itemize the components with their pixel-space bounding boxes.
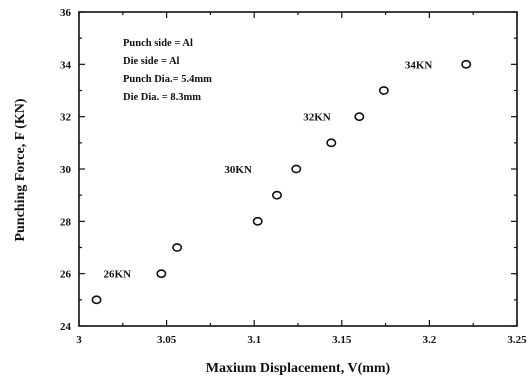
data-point xyxy=(378,86,389,95)
y-tick-label: 34 xyxy=(60,59,72,71)
x-tick-label: 3.1 xyxy=(247,334,261,346)
info-line-die-dia: Die Dia. = 8.3mm xyxy=(123,92,201,103)
tick-labels: 3 3.05 3.1 3.15 3.2 3.25 24 26 28 30 32 34 36 xyxy=(60,7,527,346)
force-annotation: 34KN xyxy=(405,59,433,71)
force-annotation: 30KN xyxy=(224,164,252,176)
y-tick-label: 24 xyxy=(60,321,72,333)
data-points xyxy=(91,59,472,305)
annotations: 26KN 30KN 32KN 34KN xyxy=(104,59,433,280)
y-tick-label: 36 xyxy=(60,7,72,19)
x-tick-label: 3.15 xyxy=(332,334,352,346)
y-tick-label: 28 xyxy=(60,216,72,228)
x-axis-title: Maxium Displacement, V(mm) xyxy=(206,361,391,376)
x-tick-label: 3.2 xyxy=(423,334,437,346)
y-axis-title: Punching Force, F (KN) xyxy=(13,98,28,241)
data-point xyxy=(326,138,337,148)
y-tick-label: 32 xyxy=(60,112,72,124)
data-point xyxy=(291,164,302,174)
y-tick-label: 26 xyxy=(60,269,72,281)
force-annotation: 32KN xyxy=(303,112,331,124)
data-point xyxy=(252,216,263,226)
data-point xyxy=(91,295,102,305)
data-point xyxy=(271,190,282,200)
info-box: Punch side = Al Die side = Al Punch Dia.… xyxy=(123,38,212,103)
data-point xyxy=(156,269,167,279)
x-tick-label: 3.25 xyxy=(507,334,527,346)
plot-frame xyxy=(78,11,518,327)
data-point xyxy=(172,243,183,252)
x-tick-label: 3 xyxy=(76,334,82,346)
info-line-die-side: Die side = Al xyxy=(123,56,180,67)
x-tick-label: 3.05 xyxy=(157,334,177,346)
force-annotation: 26KN xyxy=(104,269,132,281)
info-line-punch-dia: Punch Dia.= 5.4mm xyxy=(123,74,212,85)
info-line-punch-side: Punch side = Al xyxy=(123,38,193,49)
data-point xyxy=(354,112,365,122)
y-tick-label: 30 xyxy=(60,164,72,176)
data-point xyxy=(461,59,472,69)
